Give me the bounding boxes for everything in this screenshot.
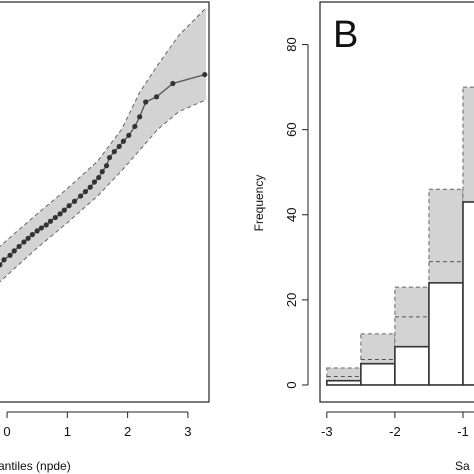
band-upper-line — [0, 7, 207, 247]
x-tick-label: 0 — [3, 424, 10, 439]
panel-b-letter: B — [333, 14, 358, 56]
x-tick-label: -3 — [321, 424, 333, 439]
band-lower-line — [0, 99, 207, 283]
histogram-bar — [462, 201, 474, 386]
y-tick-label: 20 — [284, 293, 299, 307]
qq-point — [120, 138, 126, 144]
panel-b-y-axis-title: Frequency — [252, 175, 266, 232]
qq-point — [29, 231, 35, 238]
qq-point — [116, 143, 122, 150]
histogram-bar — [428, 282, 464, 386]
qq-point — [34, 228, 40, 234]
qq-point — [87, 184, 93, 190]
y-tick-label: 40 — [284, 208, 299, 222]
qq-point — [96, 174, 102, 181]
qq-point — [137, 114, 143, 120]
qq-point — [143, 99, 149, 105]
x-tick-label: 2 — [124, 424, 131, 439]
y-tick-label: 0 — [284, 381, 299, 388]
qq-point — [111, 149, 117, 155]
qq-point — [0, 262, 3, 268]
qq-point — [11, 248, 17, 254]
x-tick-label: 1 — [64, 424, 71, 439]
qq-point — [66, 203, 72, 209]
qq-point — [99, 169, 105, 175]
qq-point — [91, 179, 98, 185]
qq-point — [106, 154, 113, 161]
x-tick-label: -2 — [389, 424, 401, 439]
y-tick-label: 80 — [284, 37, 299, 51]
histogram-band — [394, 286, 430, 352]
prediction-band-area — [0, 7, 206, 282]
y-tick-label: 60 — [284, 122, 299, 136]
qq-point — [77, 193, 84, 199]
histogram-band — [462, 86, 474, 267]
qq-point — [43, 222, 49, 228]
qq-point — [21, 239, 27, 245]
qq-point — [61, 207, 67, 213]
panel-b-histogram: B 0 20 40 60 80 -3 -2 -1 Frequency Sa — [252, 1, 474, 473]
qq-point — [1, 257, 7, 263]
panel-b-bins — [326, 86, 474, 386]
qq-point — [7, 252, 13, 258]
qq-point — [71, 198, 78, 204]
x-tick-label: -1 — [457, 424, 469, 439]
panel-b-y-axis: 0 20 40 60 80 — [284, 37, 309, 389]
panel-b-frame — [319, 1, 474, 403]
panel-a-frame — [0, 1, 210, 403]
panel-a-x-axis: 0 1 2 3 — [3, 411, 192, 439]
x-tick-label: 3 — [184, 424, 191, 439]
panel-a-x-axis-title: antiles (npde) — [0, 459, 71, 473]
qq-point — [126, 132, 132, 138]
qq-point — [132, 123, 138, 130]
qq-point — [82, 189, 89, 195]
histogram-bar — [360, 362, 396, 386]
qq-point — [38, 225, 45, 231]
qq-point — [103, 163, 110, 169]
histogram-band — [326, 367, 362, 382]
qq-point — [170, 80, 176, 87]
panel-a-qq-plot: 0 1 2 3 antiles (npde) — [0, 1, 210, 473]
panel-b-x-axis: -3 -2 -1 — [321, 411, 474, 439]
qq-point — [153, 94, 160, 100]
qq-point — [202, 71, 208, 78]
panel-a-prediction-band — [0, 7, 207, 283]
qq-point — [52, 214, 58, 221]
panel-b-x-axis-title: Sa — [455, 459, 470, 473]
qq-point — [16, 243, 22, 250]
qq-point — [57, 211, 63, 217]
panel-a-series — [0, 71, 208, 268]
histogram-bar — [326, 379, 362, 386]
qq-point — [47, 218, 54, 224]
histogram-bar — [394, 345, 430, 386]
qq-point — [25, 235, 31, 241]
